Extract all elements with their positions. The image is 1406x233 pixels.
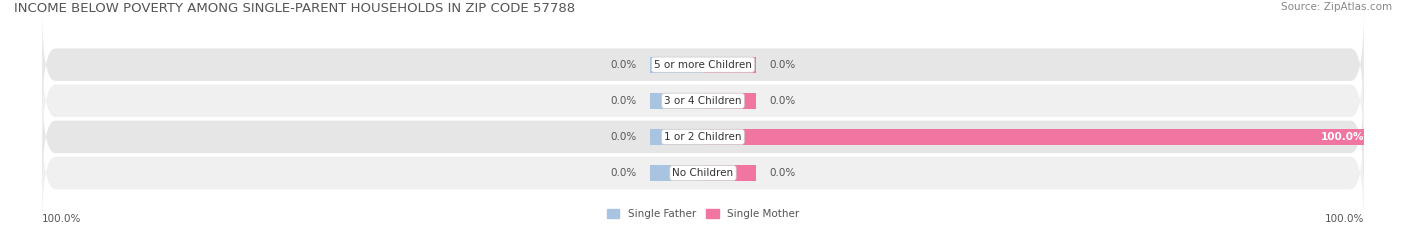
- Bar: [703, 165, 756, 181]
- Text: 0.0%: 0.0%: [769, 168, 796, 178]
- Text: 0.0%: 0.0%: [610, 60, 637, 70]
- FancyBboxPatch shape: [42, 9, 1364, 121]
- Bar: [650, 57, 703, 73]
- Text: 0.0%: 0.0%: [610, 168, 637, 178]
- Text: 3 or 4 Children: 3 or 4 Children: [664, 96, 742, 106]
- Text: INCOME BELOW POVERTY AMONG SINGLE-PARENT HOUSEHOLDS IN ZIP CODE 57788: INCOME BELOW POVERTY AMONG SINGLE-PARENT…: [14, 2, 575, 15]
- Text: 0.0%: 0.0%: [769, 60, 796, 70]
- Bar: [703, 129, 1364, 145]
- Text: 100.0%: 100.0%: [42, 214, 82, 224]
- Text: 5 or more Children: 5 or more Children: [654, 60, 752, 70]
- Text: Source: ZipAtlas.com: Source: ZipAtlas.com: [1281, 2, 1392, 12]
- FancyBboxPatch shape: [42, 81, 1364, 193]
- Text: 0.0%: 0.0%: [610, 132, 637, 142]
- Bar: [650, 129, 703, 145]
- Legend: Single Father, Single Mother: Single Father, Single Mother: [603, 205, 803, 223]
- Text: No Children: No Children: [672, 168, 734, 178]
- Bar: [650, 165, 703, 181]
- FancyBboxPatch shape: [42, 117, 1364, 229]
- Text: 0.0%: 0.0%: [610, 96, 637, 106]
- Bar: [703, 57, 756, 73]
- Text: 100.0%: 100.0%: [1324, 214, 1364, 224]
- FancyBboxPatch shape: [42, 45, 1364, 157]
- Bar: [703, 93, 756, 109]
- Text: 100.0%: 100.0%: [1320, 132, 1364, 142]
- Text: 1 or 2 Children: 1 or 2 Children: [664, 132, 742, 142]
- Bar: [650, 93, 703, 109]
- Text: 0.0%: 0.0%: [769, 96, 796, 106]
